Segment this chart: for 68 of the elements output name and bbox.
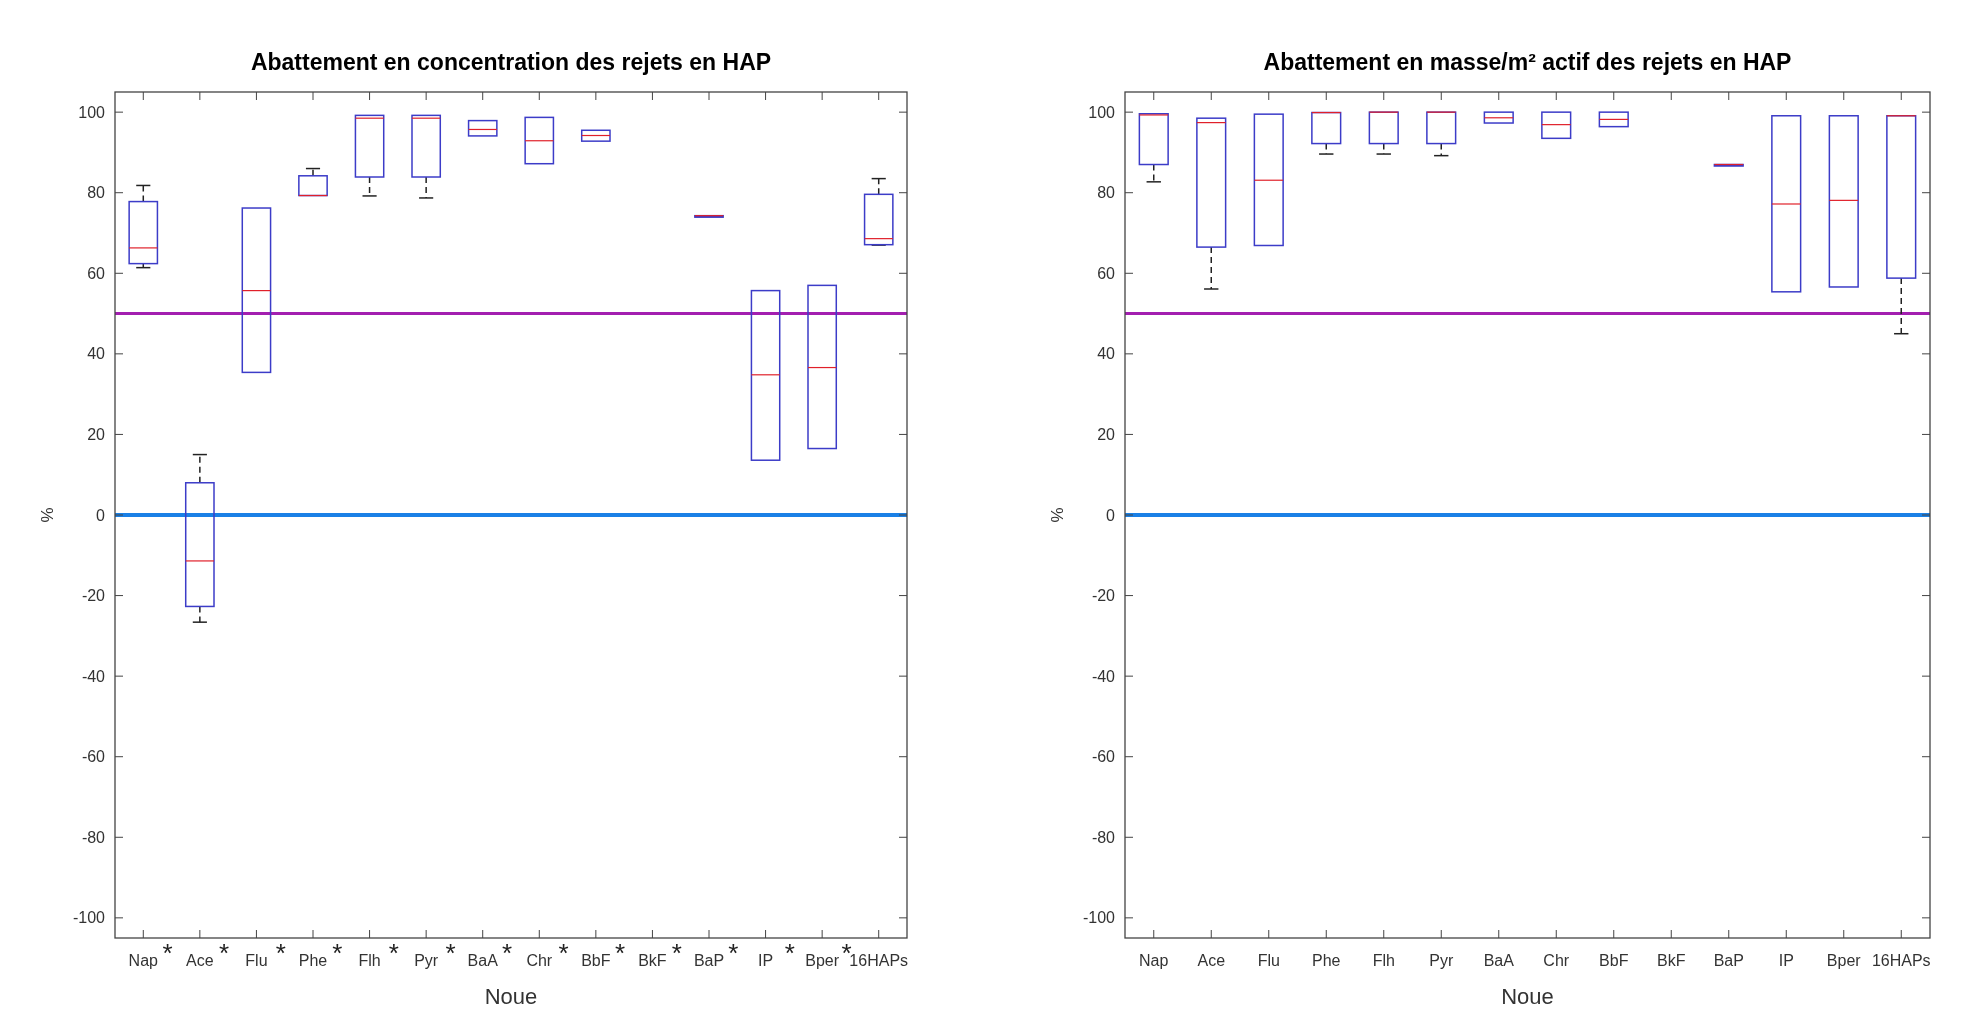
- y-tick-label: 80: [87, 184, 106, 202]
- y-tick-label: 20: [87, 426, 106, 444]
- chart-title: Abattement en masse/m² actif des rejets en HAP: [1263, 49, 1792, 75]
- y-tick-label: 0: [96, 506, 106, 524]
- y-tick-label: 40: [87, 345, 106, 363]
- x-tick-label: Nap: [1139, 952, 1169, 969]
- y-tick-label: -60: [81, 748, 106, 766]
- x-tick-label: BaA: [467, 952, 499, 969]
- annotation: *: [388, 938, 399, 968]
- chart-title: Abattement en concentration des rejets en HAP: [250, 49, 772, 75]
- x-tick-label: Bper: [805, 952, 840, 969]
- y-tick-label: -80: [1091, 828, 1116, 846]
- annotation: *: [445, 938, 456, 968]
- annotation: *: [784, 938, 795, 968]
- x-tick-label: BaP: [693, 952, 725, 969]
- x-tick-label: 16HAPs: [1871, 952, 1931, 969]
- annotation: *: [558, 938, 569, 968]
- y-tick-label: 80: [1097, 184, 1116, 202]
- y-tick-label: 60: [1097, 264, 1116, 282]
- x-tick-label: Flh: [1372, 952, 1395, 969]
- y-tick-label: -20: [81, 587, 106, 605]
- annotation: *: [615, 938, 626, 968]
- x-tick-label: Flu: [245, 952, 268, 969]
- y-tick-label: -40: [81, 667, 106, 685]
- y-tick-label: 0: [1106, 506, 1116, 524]
- x-tick-label: BbF: [581, 952, 611, 969]
- x-tick-label: Nap: [128, 952, 159, 969]
- annotation: *: [671, 938, 682, 968]
- x-tick-label: BaA: [1483, 952, 1515, 969]
- x-tick-label: Flu: [1257, 952, 1280, 969]
- x-tick-label: Bper: [1826, 952, 1862, 969]
- annotation: *: [219, 938, 230, 968]
- x-tick-label: Pyr: [1429, 952, 1454, 969]
- y-tick-label: -100: [1082, 909, 1116, 927]
- x-tick-label: IP: [1778, 952, 1794, 969]
- x-tick-label: Chr: [1543, 952, 1570, 969]
- y-tick-label: 100: [78, 103, 106, 121]
- x-tick-label: Phe: [1312, 952, 1341, 969]
- x-tick-label: Pyr: [414, 952, 439, 969]
- x-tick-label: BaP: [1713, 952, 1744, 969]
- annotation: *: [501, 938, 513, 968]
- x-axis-title: Noue: [1501, 984, 1554, 1009]
- x-tick-label: Chr: [526, 952, 553, 969]
- y-tick-label: -100: [72, 909, 106, 927]
- x-tick-label: 16HAPs: [849, 952, 909, 969]
- x-axis-title: Noue: [484, 984, 538, 1009]
- annotation: *: [275, 938, 286, 968]
- y-axis-title: %: [1048, 507, 1067, 523]
- x-tick-label: IP: [758, 952, 774, 969]
- y-tick-label: 60: [87, 264, 106, 282]
- y-tick-label: 20: [1097, 426, 1116, 444]
- y-tick-label: -80: [81, 828, 106, 846]
- y-tick-label: -40: [1091, 667, 1116, 685]
- y-tick-label: -60: [1091, 748, 1116, 766]
- x-tick-label: Ace: [1197, 952, 1226, 969]
- x-tick-label: Ace: [186, 952, 214, 969]
- y-tick-label: -20: [1091, 587, 1116, 605]
- annotation: *: [332, 938, 343, 968]
- x-tick-label: Flh: [358, 952, 381, 969]
- annotation: *: [162, 938, 173, 968]
- annotation: *: [728, 938, 739, 968]
- x-tick-label: BkF: [638, 952, 667, 969]
- x-tick-label: BkF: [1657, 952, 1686, 969]
- y-tick-label: 40: [1097, 345, 1116, 363]
- x-tick-label: Phe: [298, 952, 328, 969]
- y-tick-label: 100: [1088, 103, 1116, 121]
- y-axis-title: %: [38, 507, 57, 523]
- x-tick-label: BbF: [1599, 952, 1629, 969]
